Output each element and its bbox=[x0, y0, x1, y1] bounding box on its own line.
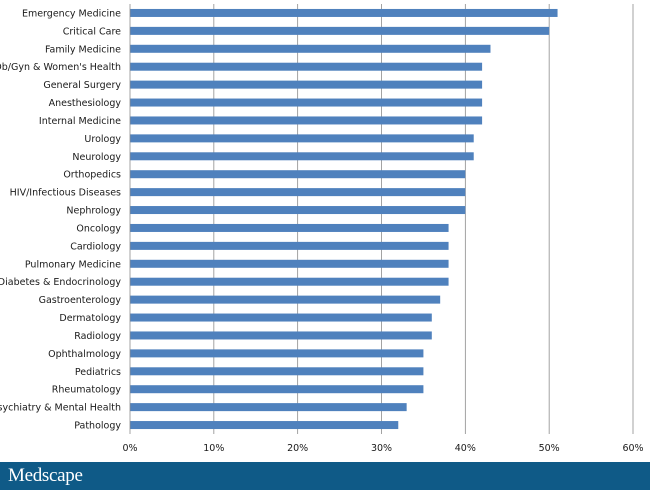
x-axis-tick-labels: 0% 10% 20% 30% 40% 50% 60% bbox=[122, 443, 643, 454]
x-tick-label: 50% bbox=[539, 443, 560, 454]
bar bbox=[130, 8, 558, 17]
category-label: Pediatrics bbox=[75, 367, 121, 378]
x-tick-label: 0% bbox=[122, 443, 137, 454]
category-label: Neurology bbox=[72, 152, 121, 163]
bar bbox=[130, 421, 399, 430]
bar bbox=[130, 241, 449, 250]
category-label: Family Medicine bbox=[45, 44, 121, 55]
category-label: Critical Care bbox=[63, 26, 121, 37]
category-label: HIV/Infectious Diseases bbox=[10, 188, 121, 199]
bar bbox=[130, 116, 483, 125]
category-label: Ob/Gyn & Women's Health bbox=[0, 62, 121, 73]
x-tick-label: 60% bbox=[622, 443, 643, 454]
category-label: Oncology bbox=[76, 223, 121, 234]
bar bbox=[130, 259, 449, 268]
category-label: Psychiatry & Mental Health bbox=[0, 403, 121, 414]
medscape-logo: Medscape bbox=[8, 465, 83, 486]
x-tick-label: 10% bbox=[203, 443, 224, 454]
category-label: Diabetes & Endocrinology bbox=[0, 277, 121, 288]
bar bbox=[130, 170, 466, 179]
bars bbox=[130, 8, 558, 430]
x-tick-label: 20% bbox=[287, 443, 308, 454]
bar bbox=[130, 44, 491, 53]
category-label: Emergency Medicine bbox=[22, 8, 121, 19]
gridlines bbox=[213, 4, 634, 434]
bar bbox=[130, 349, 424, 358]
bar bbox=[130, 98, 483, 107]
bar bbox=[130, 134, 474, 143]
bar bbox=[130, 26, 550, 35]
bar bbox=[130, 313, 432, 322]
bar bbox=[130, 80, 483, 89]
bar bbox=[130, 385, 424, 394]
category-label: Gastroenterology bbox=[39, 295, 122, 306]
bar bbox=[130, 62, 483, 71]
bar-chart: Emergency Medicine Critical Care Family Me… bbox=[0, 4, 644, 454]
bar bbox=[130, 277, 449, 286]
bar bbox=[130, 152, 474, 161]
category-label: Nephrology bbox=[66, 206, 121, 217]
x-tick-label: 40% bbox=[455, 443, 476, 454]
category-label: Dermatology bbox=[59, 313, 121, 324]
category-label: General Surgery bbox=[43, 80, 121, 91]
bar bbox=[130, 367, 424, 376]
category-label: Internal Medicine bbox=[39, 116, 121, 127]
x-tick-label: 30% bbox=[371, 443, 392, 454]
bar bbox=[130, 403, 407, 412]
category-label: Urology bbox=[84, 134, 121, 145]
bar bbox=[130, 295, 441, 304]
bar bbox=[130, 331, 432, 340]
bar bbox=[130, 223, 449, 232]
bar bbox=[130, 188, 466, 197]
category-label: Rheumatology bbox=[52, 385, 122, 396]
bar bbox=[130, 206, 466, 215]
category-label: Ophthalmology bbox=[48, 349, 121, 360]
category-label: Anesthesiology bbox=[49, 98, 122, 109]
category-label: Orthopedics bbox=[63, 170, 121, 181]
category-label: Radiology bbox=[74, 331, 121, 342]
category-labels: Emergency Medicine Critical Care Family Me… bbox=[0, 8, 121, 431]
category-label: Cardiology bbox=[70, 241, 121, 252]
category-label: Pulmonary Medicine bbox=[25, 259, 121, 270]
footer-bar: Medscape bbox=[0, 462, 650, 490]
category-label: Pathology bbox=[74, 421, 121, 432]
